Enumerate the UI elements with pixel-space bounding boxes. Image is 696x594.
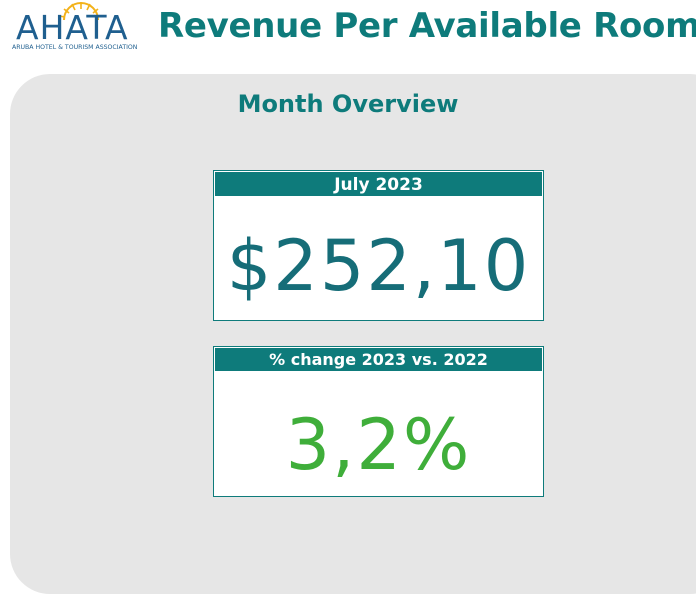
change-card: % change 2023 vs. 2022 3,2% [213, 346, 544, 497]
card-label: July 2023 [214, 171, 543, 197]
logo-wordmark: AHATA [16, 8, 129, 47]
revpar-month-card: July 2023 $252,10 [213, 170, 544, 321]
logo-subtitle: ARUBA HOTEL & TOURISM ASSOCIATION [12, 44, 138, 51]
section-title: Month Overview [237, 90, 459, 118]
ahata-logo: AHATA ARUBA HOTEL & TOURISM ASSOCIATION [6, 2, 150, 56]
content-panel [10, 74, 696, 594]
revpar-value: $252,10 [226, 225, 531, 307]
change-value: 3,2% [285, 404, 472, 486]
card-label: % change 2023 vs. 2022 [214, 347, 543, 372]
header: AHATA ARUBA HOTEL & TOURISM ASSOCIATION … [0, 0, 696, 62]
page-title: Revenue Per Available Room [158, 6, 696, 46]
sun-icon [58, 2, 104, 21]
